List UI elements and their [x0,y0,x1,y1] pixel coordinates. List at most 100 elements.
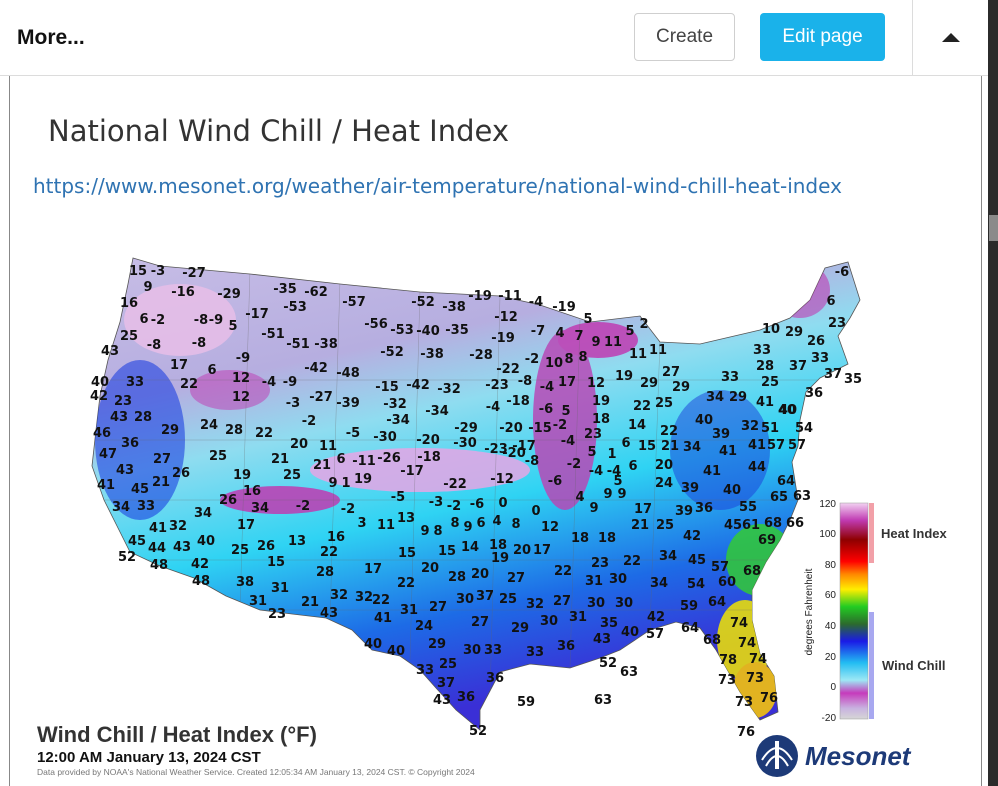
station-value-label: 52 [469,724,487,739]
station-value-label: -2 [553,418,567,433]
station-value-label: -2 [296,499,310,514]
station-value-label: -4 [589,464,603,479]
station-value-label: 25 [499,592,517,607]
station-value-label: 22 [397,576,415,591]
station-value-label: 48 [192,574,210,589]
station-value-label: 68 [743,564,761,579]
station-value-label: 43 [320,606,338,621]
station-value-label: -29 [454,421,478,436]
station-value-label: 40 [778,403,796,418]
station-value-label: 41 [149,521,167,536]
station-value-label: -8 [525,454,539,469]
us-land-area [91,257,861,731]
station-value-label: 30 [540,614,558,629]
station-value-label: -30 [453,436,477,451]
station-value-label: 9 [463,520,472,535]
station-value-label: 34 [650,576,668,591]
collapse-button[interactable] [912,0,989,75]
map-caption: Wind Chill / Heat Index (°F) 12:00 AM Ja… [37,722,475,777]
station-value-label: 63 [793,489,811,504]
station-value-label: 59 [517,695,535,710]
station-value-label: 3 [357,516,366,531]
station-value-label: 8 [433,524,442,539]
station-value-label: -29 [217,287,241,302]
station-value-label: -48 [336,366,360,381]
station-value-label: -5 [346,426,360,441]
station-value-label: -34 [425,404,449,419]
station-value-label: -38 [442,300,466,315]
station-value-label: 57 [788,438,806,453]
station-value-label: 40 [197,534,215,549]
station-value-label: 11 [377,518,395,533]
station-value-label: -3 [429,495,443,510]
station-value-label: 6 [336,452,345,467]
station-value-label: 5 [613,474,622,489]
station-value-label: 28 [316,565,334,580]
map-credit: Data provided by NOAA's National Weather… [37,767,475,777]
station-value-label: 16 [243,484,261,499]
station-value-label: 45 [128,534,146,549]
station-value-label: -27 [182,266,206,281]
scrollbar[interactable] [988,0,998,786]
station-value-label: 5 [228,319,237,334]
station-value-label: 37 [476,589,494,604]
station-value-label: 20 [513,543,531,558]
legend-tick: 100 [819,529,836,540]
station-value-label: 20 [290,437,308,452]
station-value-label: 66 [786,516,804,531]
legend-wind-bracket [869,612,874,719]
station-value-label: -57 [342,295,366,310]
station-value-label: 57 [767,438,785,453]
station-value-label: 40 [621,625,639,640]
station-value-label: -27 [309,390,333,405]
map-timestamp: 12:00 AM January 13, 2024 CST [37,749,261,766]
station-value-label: -20 [499,421,523,436]
station-value-label: 16 [120,296,138,311]
station-value-label: 34 [659,549,677,564]
station-value-label: 9 [420,524,429,539]
station-value-label: -2 [447,499,461,514]
station-value-label: -19 [468,289,492,304]
chevron-up-icon [942,33,960,42]
station-value-label: 64 [708,595,726,610]
station-value-label: 22 [320,545,338,560]
station-value-label: 26 [172,466,190,481]
station-value-label: -7 [531,324,545,339]
station-value-label: 13 [288,534,306,549]
station-value-label: 15 [638,439,656,454]
more-menu[interactable]: More... [17,26,85,49]
station-value-label: -4 [607,464,621,479]
create-button[interactable]: Create [634,13,735,61]
station-value-label: 36 [805,386,823,401]
station-value-label: 14 [628,418,646,433]
station-value-label: 32 [355,590,373,605]
station-value-label: 8 [564,352,573,367]
station-value-label: -19 [491,331,515,346]
station-value-label: 57 [711,560,729,575]
station-value-label: 18 [489,538,507,553]
scrollbar-thumb[interactable] [989,215,998,241]
station-value-label: 0 [498,496,507,511]
station-value-label: 27 [429,600,447,615]
station-value-label: 19 [615,369,633,384]
edit-page-button[interactable]: Edit page [760,13,885,61]
legend-axis-label: degrees Fahrenheit [804,568,815,655]
source-link[interactable]: https://www.mesonet.org/weather/air-temp… [33,174,842,198]
station-value-label: -12 [494,310,518,325]
station-value-label: 32 [169,519,187,534]
station-value-label: 41 [756,395,774,410]
station-value-label: 11 [319,439,337,454]
mesonet-logo: Mesonet [756,735,912,777]
station-value-label: 41 [374,611,392,626]
station-value-label: 54 [687,577,705,592]
station-value-label: -23 [485,378,509,393]
station-value-label: 68 [764,516,782,531]
station-value-label: 11 [649,343,667,358]
station-value-label: 31 [400,603,418,618]
station-value-label: 0 [531,504,540,519]
station-value-label: 1 [607,447,616,462]
station-value-label: 12 [541,520,559,535]
station-value-label: 27 [553,594,571,609]
station-value-label: 21 [301,595,319,610]
station-value-label: 23 [114,394,132,409]
